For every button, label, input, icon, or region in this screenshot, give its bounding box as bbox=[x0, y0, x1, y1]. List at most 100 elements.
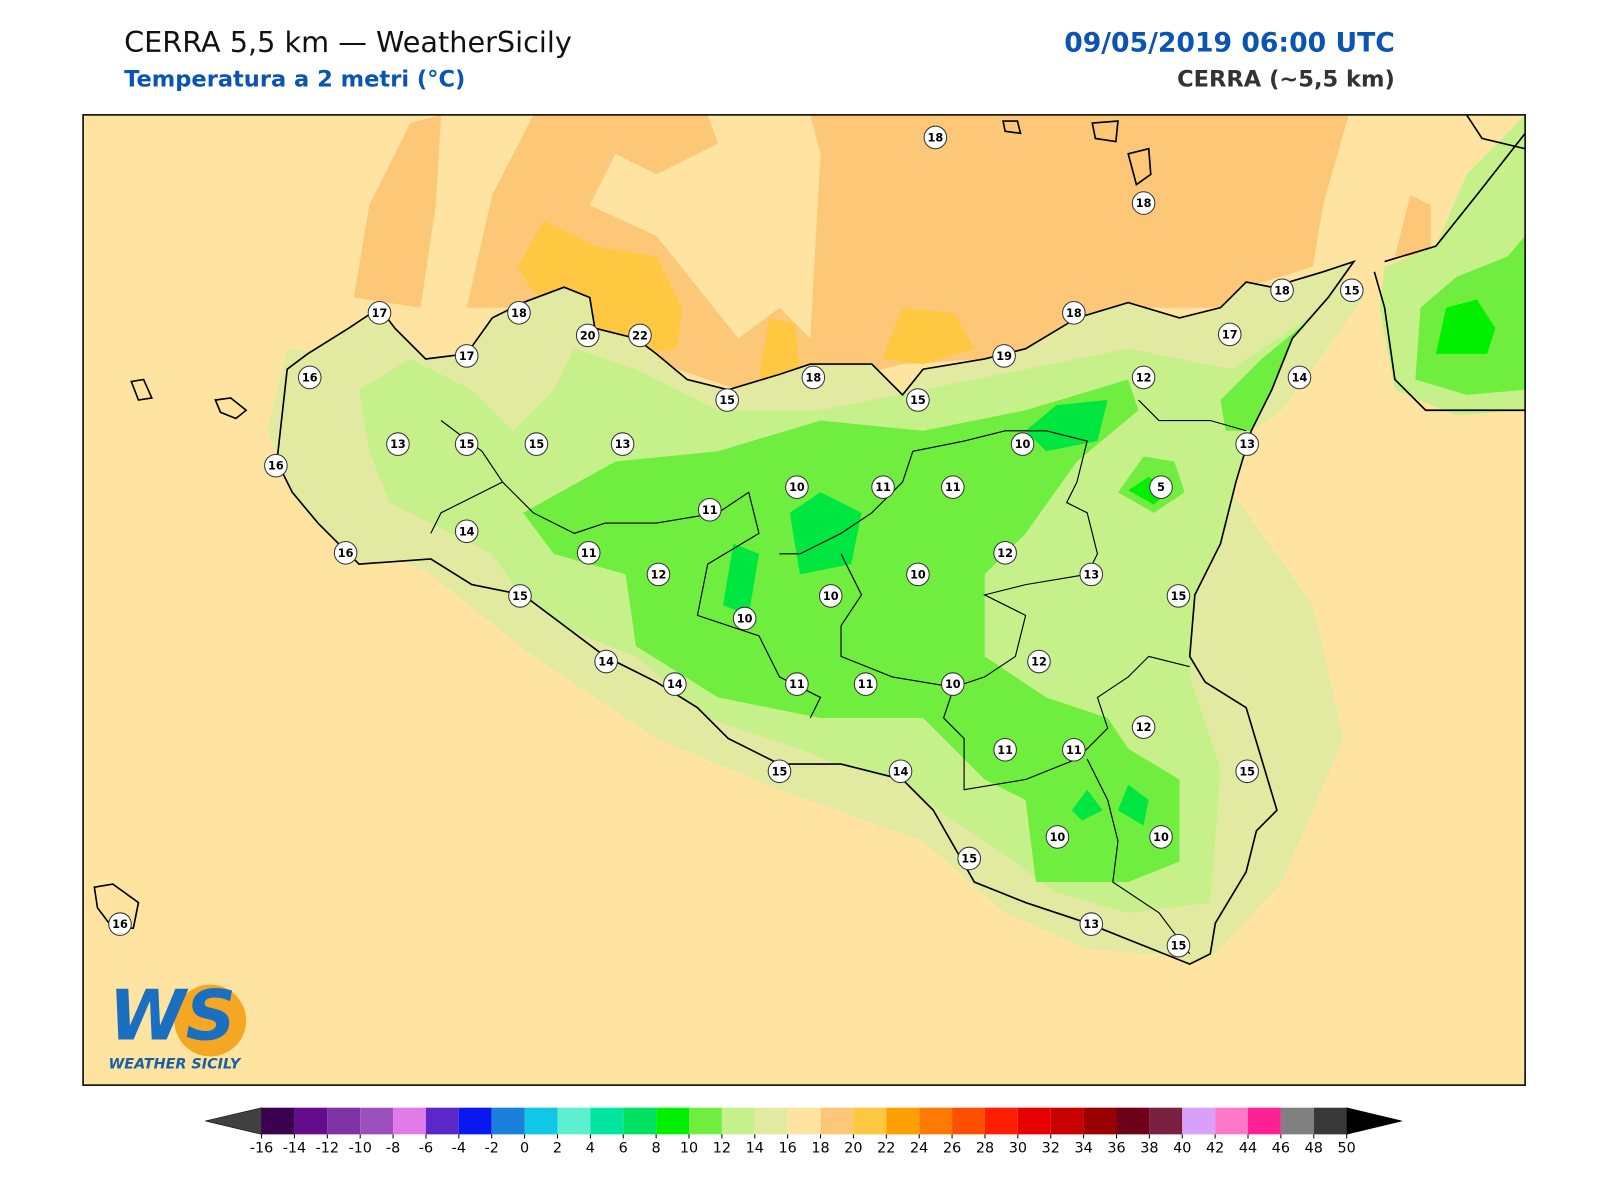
station-marker bbox=[1131, 191, 1156, 215]
colorbar-tick-label: 28 bbox=[976, 1141, 994, 1157]
station-value: 11 bbox=[945, 481, 961, 494]
station-value: 14 bbox=[1292, 371, 1308, 384]
colorbar-under bbox=[205, 1107, 262, 1135]
station-value: 11 bbox=[858, 678, 874, 691]
station-marker bbox=[697, 497, 722, 522]
station-marker bbox=[628, 323, 652, 348]
station-value: 5 bbox=[1157, 481, 1165, 494]
station-marker bbox=[333, 541, 358, 565]
colorbar-box bbox=[853, 1107, 887, 1135]
colorbar-tick-label: -14 bbox=[283, 1141, 306, 1157]
station-value: 10 bbox=[789, 481, 805, 494]
station-value: 18 bbox=[1066, 307, 1082, 320]
colorbar-tick-label: -10 bbox=[348, 1141, 371, 1157]
station-marker bbox=[923, 125, 948, 150]
station-value: 17 bbox=[459, 350, 475, 363]
station-value: 15 bbox=[772, 765, 788, 778]
station-marker bbox=[610, 432, 635, 456]
warm-field bbox=[1394, 194, 1431, 257]
station-value: 16 bbox=[268, 460, 284, 473]
title: CERRA 5,5 km — WeatherSicily bbox=[124, 25, 572, 59]
station-marker bbox=[1270, 278, 1294, 303]
station-marker bbox=[906, 562, 930, 587]
station-value: 11 bbox=[875, 481, 891, 494]
logo-mark: WS bbox=[109, 976, 236, 1057]
station-marker bbox=[1287, 365, 1312, 390]
station-marker bbox=[941, 475, 965, 499]
station-marker bbox=[508, 584, 532, 608]
station-value: 16 bbox=[338, 547, 354, 560]
colorbar-box bbox=[721, 1107, 755, 1135]
coldest-field bbox=[723, 400, 1149, 826]
colorbar-box bbox=[623, 1107, 657, 1135]
station-marker bbox=[906, 388, 930, 412]
station-marker bbox=[297, 365, 322, 390]
station-value: 20 bbox=[580, 329, 596, 342]
station-value: 10 bbox=[1015, 438, 1031, 451]
station-value: 14 bbox=[459, 525, 475, 538]
map-frame bbox=[82, 114, 1526, 1086]
hot-field bbox=[517, 220, 683, 354]
calabria-field bbox=[1435, 299, 1496, 354]
subtitle: Temperatura a 2 metri (°C) bbox=[124, 67, 465, 93]
station-marker bbox=[992, 344, 1016, 368]
colorbar-box bbox=[1149, 1107, 1183, 1135]
colorbar-tick-label: 20 bbox=[844, 1141, 862, 1157]
station-marker bbox=[454, 432, 479, 456]
station-marker bbox=[785, 475, 809, 499]
colorbar-tick-label: 44 bbox=[1239, 1141, 1257, 1157]
station-value: 18 bbox=[928, 131, 944, 144]
colorbar-box bbox=[590, 1107, 624, 1135]
station-value: 13 bbox=[615, 438, 631, 451]
station-marker bbox=[1045, 825, 1070, 849]
station-value: 15 bbox=[1239, 765, 1255, 778]
station-marker bbox=[507, 301, 531, 325]
colorbar-tick-label: 32 bbox=[1042, 1141, 1060, 1157]
colorbar-tick-label: 50 bbox=[1338, 1141, 1356, 1157]
station-marker bbox=[1062, 301, 1086, 325]
colorbar-box bbox=[656, 1107, 690, 1135]
logo-sun bbox=[174, 984, 247, 1057]
logo: WS WEATHER SICILY bbox=[108, 976, 247, 1073]
colorbar: -16 -14 -12 -10 -8 -6 -4 -2 0 2 4 6 8 10 12 14 16 18 20 22 2… bbox=[205, 1107, 1403, 1157]
station-marker bbox=[1235, 432, 1259, 456]
colorbar-tick-label: 48 bbox=[1305, 1141, 1323, 1157]
station-value: 15 bbox=[459, 438, 475, 451]
station-value: 11 bbox=[581, 547, 597, 560]
station-marker bbox=[1217, 322, 1242, 347]
colorbar-box bbox=[458, 1107, 492, 1135]
colorbar-box bbox=[1083, 1107, 1117, 1135]
station-value: 17 bbox=[1222, 328, 1238, 341]
station-marker bbox=[1149, 475, 1173, 499]
warm-field bbox=[466, 114, 1349, 390]
station-value: 19 bbox=[996, 350, 1012, 363]
station-marker bbox=[454, 344, 479, 368]
station-marker bbox=[367, 301, 392, 325]
station-value: 14 bbox=[598, 656, 614, 669]
station-marker bbox=[785, 672, 809, 696]
colorbar-tick-label: 18 bbox=[811, 1141, 829, 1157]
colorbar-box bbox=[886, 1107, 920, 1135]
station-value: 12 bbox=[997, 547, 1013, 560]
colorbar-tick-label: 26 bbox=[943, 1141, 961, 1157]
station-value: 13 bbox=[1083, 568, 1099, 581]
station-marker bbox=[454, 519, 479, 544]
colorbar-box bbox=[1313, 1107, 1347, 1135]
islet bbox=[93, 120, 1152, 930]
colorbar-box bbox=[1215, 1107, 1249, 1135]
colorbar-tick-label: 14 bbox=[746, 1141, 764, 1157]
station-value: 11 bbox=[1066, 744, 1082, 757]
colorbar-over bbox=[1346, 1107, 1403, 1135]
coastline bbox=[1373, 114, 1526, 412]
colorbar-tick-label: 34 bbox=[1074, 1141, 1092, 1157]
colorbar-box bbox=[360, 1107, 394, 1135]
station-value: 12 bbox=[651, 568, 667, 581]
station-value: 15 bbox=[910, 394, 926, 407]
station-value: 12 bbox=[1031, 656, 1047, 669]
station-marker bbox=[663, 672, 687, 696]
colorbar-tick-label: 40 bbox=[1173, 1141, 1191, 1157]
station-marker bbox=[818, 584, 843, 608]
station-value: 11 bbox=[702, 504, 718, 517]
station-value: 10 bbox=[823, 590, 839, 603]
